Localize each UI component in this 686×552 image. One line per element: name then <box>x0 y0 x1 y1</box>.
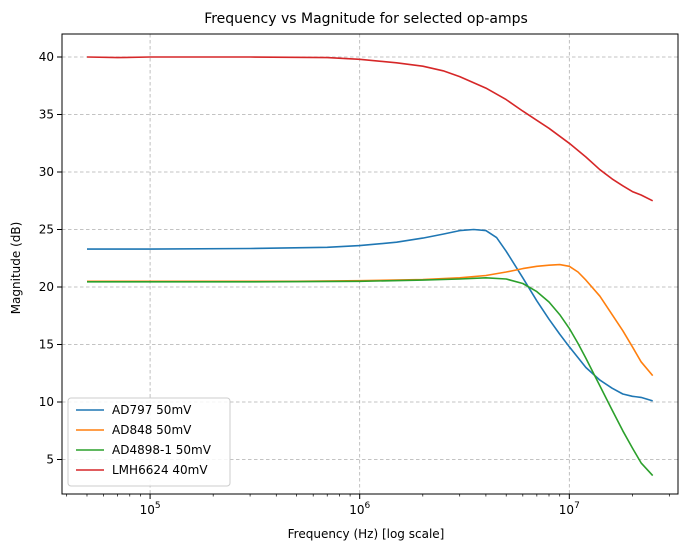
legend-label: AD797 50mV <box>112 403 192 417</box>
y-axis-label: Magnitude (dB) <box>9 222 23 315</box>
y-axis-ticks: 5 10 15 20 25 30 35 40 <box>39 50 62 467</box>
y-tick-label: 30 <box>39 165 54 179</box>
y-tick-label: 5 <box>46 453 54 467</box>
series-line-3 <box>87 276 654 477</box>
legend: AD797 50mV AD848 50mV AD4898-1 50mV LMH6624… <box>67 397 231 487</box>
x-axis-ticks: 105 106 107 <box>66 494 670 517</box>
y-tick-label: 15 <box>39 338 54 352</box>
y-tick-label: 20 <box>39 280 54 294</box>
y-tick-label: 40 <box>39 50 54 64</box>
series-line-4 <box>86 56 654 202</box>
chart-title: Frequency vs Magnitude for selected op-a… <box>204 11 528 27</box>
series-line-1 <box>87 228 653 402</box>
legend-label: LMH6624 40mV <box>112 463 208 477</box>
x-axis-label: Frequency (Hz) [log scale] <box>288 527 445 541</box>
x-tick-label: 107 <box>559 501 580 517</box>
series-lines <box>86 56 654 477</box>
plot-frame <box>61 33 679 495</box>
y-tick-label: 35 <box>39 108 54 122</box>
y-tick-label: 25 <box>39 223 54 237</box>
x-tick-label: 105 <box>140 501 161 517</box>
y-tick-label: 10 <box>39 395 54 409</box>
x-tick-label: 106 <box>349 501 370 517</box>
legend-label: AD848 50mV <box>112 423 192 437</box>
legend-label: AD4898-1 50mV <box>112 443 212 457</box>
legend-box <box>67 397 231 487</box>
